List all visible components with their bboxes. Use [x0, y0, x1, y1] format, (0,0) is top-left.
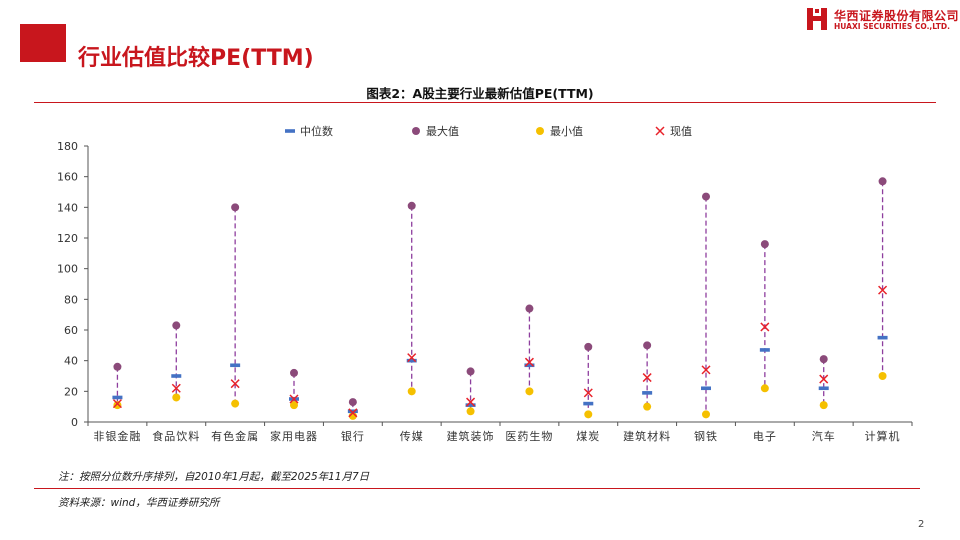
median-marker	[406, 358, 417, 363]
median-marker	[701, 386, 711, 391]
x-tick-label: 电子	[753, 430, 777, 443]
x-tick-label: 煤炭	[576, 430, 600, 443]
x-tick-label: 食品饮料	[152, 429, 200, 443]
max-point	[348, 398, 357, 407]
y-tick-label: 80	[64, 293, 78, 306]
max-point	[819, 355, 828, 364]
current-marker	[348, 408, 358, 418]
max-point	[407, 201, 416, 210]
min-point	[290, 401, 298, 410]
current-marker	[171, 383, 181, 393]
y-tick-label: 160	[57, 171, 78, 184]
min-point	[525, 387, 534, 396]
legend-current-marker	[655, 126, 665, 136]
current-marker	[289, 394, 299, 404]
median-marker	[818, 386, 829, 391]
max-point	[584, 342, 593, 351]
max-point	[466, 367, 475, 376]
company-logo: 华西证券股份有限公司 HUAXI SECURITIES CO.,LTD.	[806, 6, 959, 36]
max-point	[113, 362, 122, 371]
x-tick-label: 家用电器	[270, 429, 318, 443]
median-marker	[171, 374, 182, 378]
y-tick-label: 0	[71, 416, 78, 429]
median-marker	[642, 391, 653, 395]
median-marker	[112, 395, 123, 400]
max-point	[525, 304, 534, 313]
min-point	[407, 387, 416, 396]
x-tick-label: 建筑装饰	[447, 429, 495, 443]
median-marker	[759, 348, 770, 352]
legend-median-marker	[285, 129, 295, 133]
legend-label: 最大值	[426, 124, 459, 138]
current-marker	[642, 373, 652, 383]
page-title: 行业估值比较PE(TTM)	[78, 46, 314, 71]
current-marker	[524, 357, 534, 367]
y-tick-label: 180	[57, 140, 78, 153]
logo-english-name: HUAXI SECURITIES CO.,LTD.	[834, 22, 950, 31]
min-point	[760, 384, 769, 393]
legend-label: 最小值	[550, 125, 583, 138]
y-tick-label: 40	[64, 355, 78, 368]
x-tick-label: 钢铁	[694, 430, 718, 443]
y-tick-label: 100	[57, 263, 78, 276]
title-accent-block	[20, 24, 66, 62]
chart-title: 图表2：A股主要行业最新估值PE(TTM)	[366, 86, 594, 101]
y-tick-label: 20	[64, 385, 78, 398]
current-marker	[112, 399, 122, 409]
min-point	[584, 410, 593, 419]
x-tick-label: 医药生物	[505, 429, 553, 443]
max-point	[290, 368, 298, 377]
y-tick-label: 60	[64, 324, 78, 337]
x-tick-label: 建筑材料	[623, 429, 671, 443]
x-tick-label: 汽车	[812, 429, 836, 443]
huaxi-logo-icon	[807, 8, 827, 30]
y-tick-label: 140	[57, 201, 78, 214]
legend-label: 中位数	[300, 124, 333, 138]
chart-note: 注：按照分位数升序排列，自2010年1月起，截至2025年11月7日	[58, 471, 370, 483]
median-marker	[583, 401, 594, 406]
current-marker	[230, 379, 240, 389]
min-point	[878, 372, 887, 380]
max-point	[172, 321, 181, 330]
current-marker	[760, 322, 770, 332]
min-point	[113, 401, 122, 410]
x-tick-label: 非银金融	[93, 429, 141, 443]
data-source: 资料来源：wind，华西证券研究所	[58, 497, 220, 509]
median-marker	[524, 363, 535, 368]
y-tick-label: 120	[57, 232, 78, 245]
page-number: 2	[918, 519, 925, 530]
legend-min-marker	[536, 127, 544, 135]
x-tick-label: 银行	[341, 429, 365, 443]
max-point	[643, 341, 652, 350]
legend-max-marker	[412, 127, 420, 135]
min-point	[702, 410, 710, 419]
max-point	[231, 203, 240, 212]
max-point	[760, 240, 769, 249]
max-point	[878, 177, 887, 186]
current-marker	[878, 285, 888, 295]
median-marker	[347, 409, 358, 414]
median-marker	[877, 335, 888, 340]
current-marker	[819, 374, 829, 384]
bottom-divider	[34, 488, 920, 489]
current-marker	[466, 397, 476, 407]
x-tick-label: 传媒	[400, 430, 424, 443]
x-tick-label: 计算机	[865, 429, 901, 443]
legend-label: 现值	[670, 125, 692, 138]
min-point	[231, 399, 240, 408]
top-divider	[34, 102, 936, 103]
min-point	[643, 402, 652, 411]
median-marker	[465, 403, 476, 407]
current-marker	[701, 365, 711, 375]
current-marker	[583, 388, 593, 398]
max-point	[702, 192, 710, 201]
current-marker	[407, 353, 417, 363]
logo-chinese-name: 华西证券股份有限公司	[834, 9, 960, 23]
min-point	[819, 401, 828, 410]
median-marker	[230, 363, 241, 368]
min-point	[172, 393, 181, 402]
x-tick-label: 有色金属	[211, 429, 259, 443]
min-point	[466, 407, 475, 416]
